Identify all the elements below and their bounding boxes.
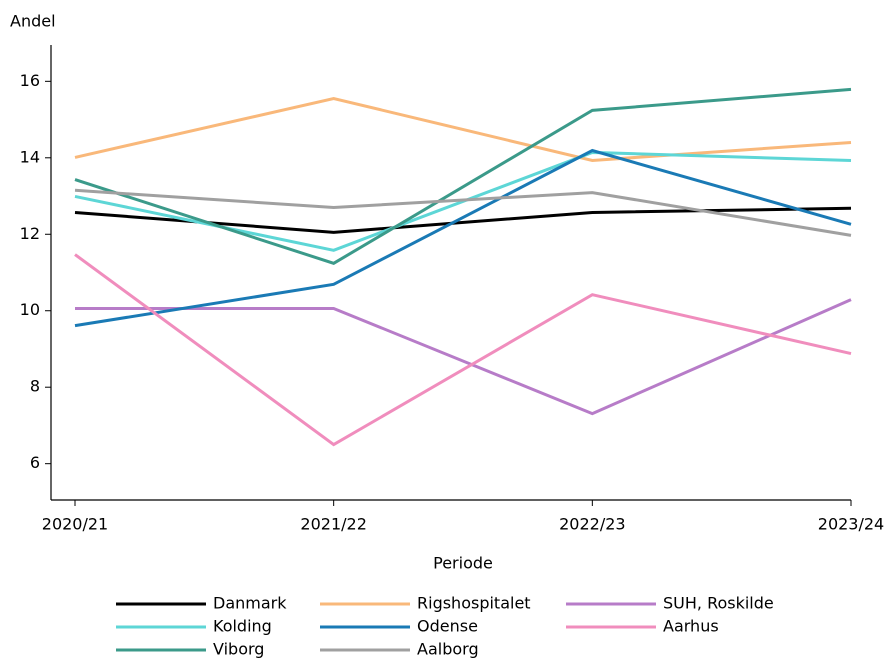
line — [74, 148, 852, 328]
line — [74, 87, 852, 265]
y-tick-label: 14 — [20, 147, 40, 166]
legend-label: SUH, Roskilde — [663, 594, 774, 613]
legend-label: Kolding — [213, 617, 272, 636]
x-axis-label: Periode — [433, 554, 493, 573]
y-axis-label: Andel — [10, 12, 56, 31]
y-tick-label: 10 — [20, 300, 40, 319]
y-tick-label: 12 — [20, 224, 40, 243]
line — [74, 253, 852, 447]
x-tick-label: 2022/23 — [559, 515, 625, 534]
y-tick-label: 16 — [20, 71, 40, 90]
legend-label: Viborg — [213, 640, 264, 659]
legend-label: Rigshospitalet — [417, 594, 531, 613]
legend-label: Danmark — [213, 594, 287, 613]
x-tick-label: 2021/22 — [300, 515, 366, 534]
x-tick-label: 2020/21 — [42, 515, 108, 534]
line — [74, 188, 852, 237]
line — [75, 298, 852, 416]
legend-label: Aarhus — [663, 617, 719, 636]
y-tick-label: 8 — [30, 377, 40, 396]
legend-label: Odense — [417, 617, 478, 636]
line — [74, 96, 852, 162]
x-tick-label: 2023/24 — [818, 515, 884, 534]
legend-label: Aalborg — [417, 640, 479, 659]
y-tick-label: 6 — [30, 453, 40, 472]
